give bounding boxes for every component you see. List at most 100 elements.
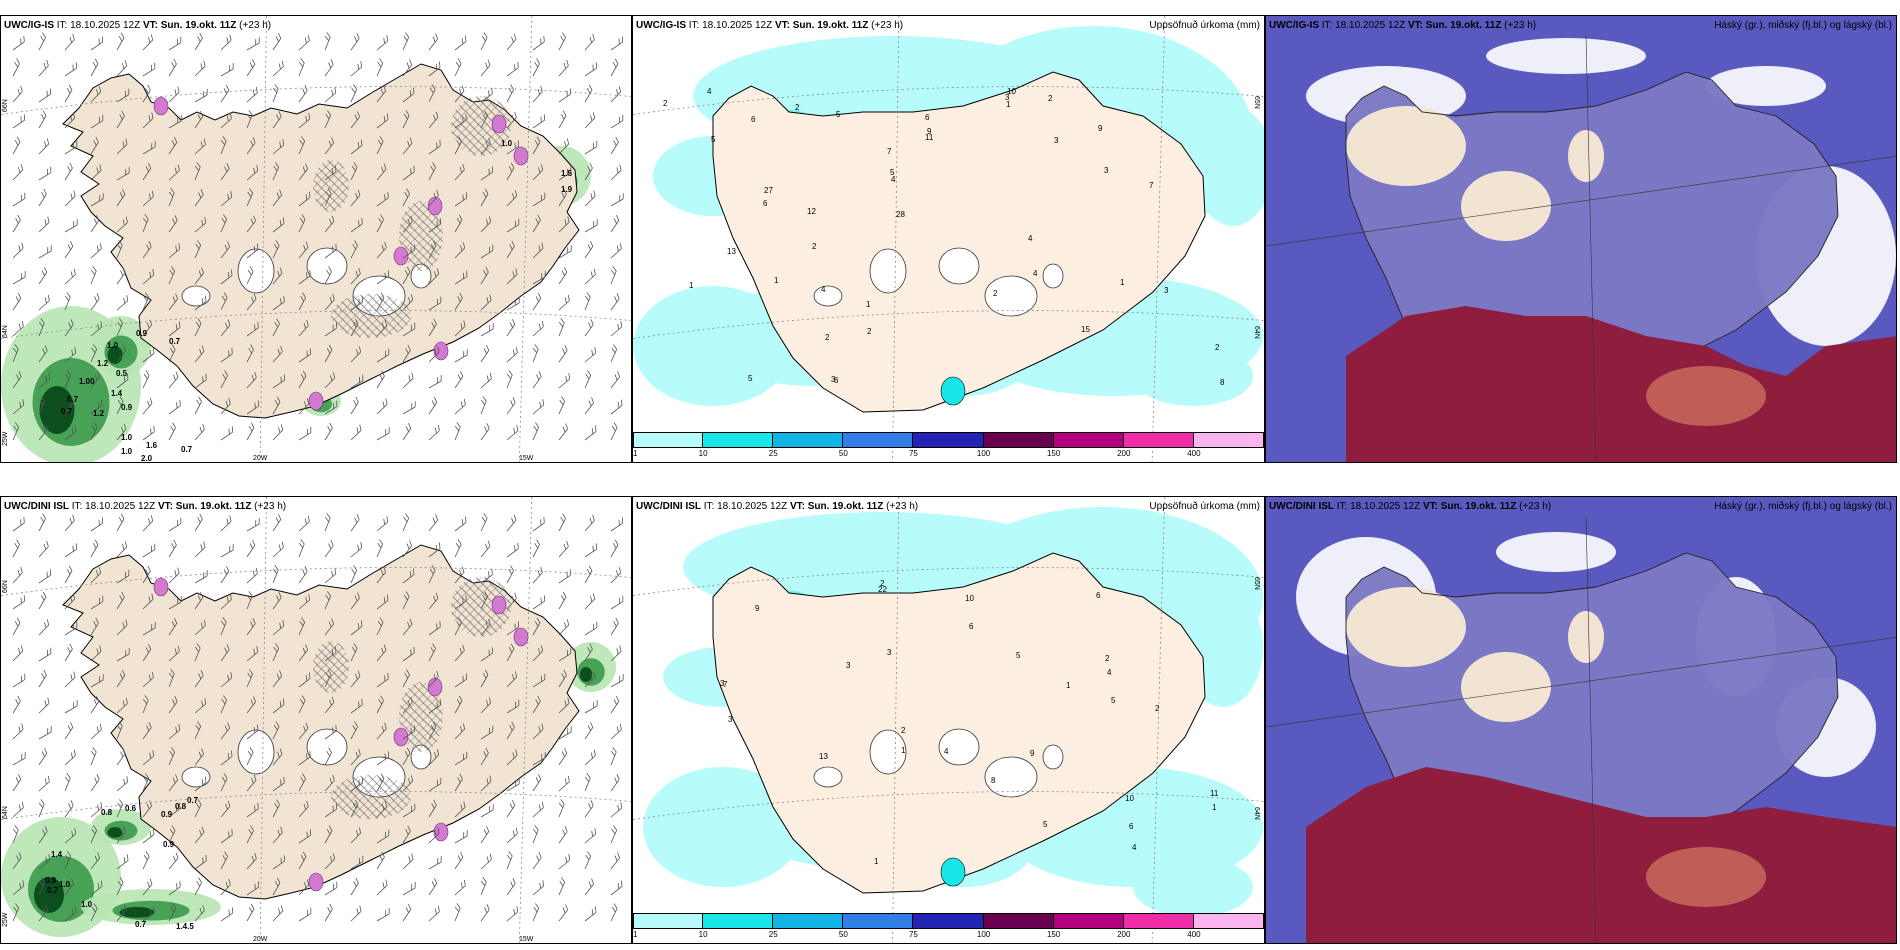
wind-value-label: 1.9 xyxy=(561,185,573,194)
precip-value-label: 11 xyxy=(925,133,934,142)
precip-value-label: 10 xyxy=(1007,87,1016,96)
lat-label: 66N xyxy=(2,580,9,593)
precip-value-label: 2 xyxy=(825,333,830,342)
precip-value-label: 5 xyxy=(1111,696,1116,705)
wind-value-label: 1.4 xyxy=(111,389,123,398)
precip-value-label: 1 xyxy=(774,276,779,285)
panel-header: UWC/DINI ISL IT: 18.10.2025 12Z VT: Sun.… xyxy=(1269,501,1552,512)
colorbar-segment xyxy=(633,913,704,929)
wind-value-label: 0.9 xyxy=(121,403,133,412)
colorbar-tick: 50 xyxy=(838,449,848,458)
precip-value-label: 7 xyxy=(1149,181,1154,190)
colorbar-tick: 25 xyxy=(768,449,778,458)
wind-value-label: 2.0 xyxy=(141,454,153,463)
precip-value-label: 4 xyxy=(1028,234,1033,243)
colorbar-frame xyxy=(633,913,1264,929)
colorbar-tick: 50 xyxy=(838,930,848,939)
precip-value-label: 1 xyxy=(1066,681,1071,690)
colorbar-segment xyxy=(703,432,774,448)
precip-value-label: 4 xyxy=(891,175,896,184)
wind-value-label: 0.7 xyxy=(169,337,181,346)
precip-value-label: 28 xyxy=(896,210,905,219)
colorbar-tick: 10 xyxy=(698,449,708,458)
precip-title: Uppsöfnuð úrkoma (mm) xyxy=(1149,20,1260,31)
colorbar-segment xyxy=(773,432,844,448)
precip-value-label: 5 xyxy=(836,110,841,119)
cloud-panel-bottom: UWC/DINI ISL IT: 18.10.2025 12Z VT: Sun.… xyxy=(1265,496,1897,944)
wind-value-label: 0.9 xyxy=(136,329,148,338)
precip-value-label: 3 xyxy=(1054,136,1059,145)
colorbar-segment xyxy=(1123,913,1194,929)
lat-label: 66N xyxy=(2,99,9,112)
wind-value-label: 0.9 xyxy=(163,840,175,849)
cloud-map-bottom xyxy=(1266,497,1896,943)
precip-value-label: 9 xyxy=(1030,749,1035,758)
lat-label: 64N xyxy=(1253,326,1260,339)
wind-value-label: 1.0 xyxy=(107,341,119,350)
precip-value-label: 1 xyxy=(866,300,871,309)
colorbar-segment xyxy=(633,432,704,448)
wind-value-label: 1.0 xyxy=(59,880,71,889)
colorbar-segment xyxy=(983,913,1054,929)
precip-value-label: 2 xyxy=(663,99,668,108)
colorbar-segment xyxy=(1053,432,1124,448)
precip-value-label: 11 xyxy=(1210,789,1219,798)
precip-value-label: 13 xyxy=(727,247,736,256)
precip-value-label: 3 xyxy=(1005,93,1010,102)
precip-value-label: 12 xyxy=(807,207,816,216)
precip-value-label: 1 xyxy=(1120,278,1125,287)
colorbar-segment xyxy=(1123,432,1194,448)
lat-label: 64N xyxy=(2,806,9,819)
colorbar-segment xyxy=(983,432,1054,448)
panel-header: UWC/IG-IS IT: 18.10.2025 12Z VT: Sun. 19… xyxy=(636,20,904,31)
precip-value-label: 4 xyxy=(1033,269,1038,278)
lat-label: 65N xyxy=(1253,96,1260,109)
colorbar-segment xyxy=(1053,913,1124,929)
precip-value-label: 3 xyxy=(1164,286,1169,295)
colorbar-segment xyxy=(843,913,914,929)
precip-value-label: 7 xyxy=(887,147,892,156)
precip-colorbar: 1 10 25 50 75 100 150 200 400 xyxy=(633,432,1264,460)
wind-value-label: 1.5 xyxy=(561,169,573,178)
wind-value-label: 0.8 xyxy=(175,802,187,811)
precip-value-label: 2 xyxy=(1048,94,1053,103)
precip-value-label: 3 xyxy=(831,375,836,384)
precip-value-label: 2 xyxy=(1215,343,1220,352)
precip-value-label: 4 xyxy=(821,285,826,294)
lat-label: 64N xyxy=(1253,807,1260,820)
precip-value-label: 2 xyxy=(867,327,872,336)
lon-label: 25W xyxy=(2,912,9,927)
precip-value-label: 4 xyxy=(1132,843,1137,852)
wind-value-label: 1.00 xyxy=(79,377,95,386)
precip-value-label: 1 xyxy=(689,281,694,290)
lon-label: 20W xyxy=(253,936,268,943)
colorbar-segment xyxy=(913,432,984,448)
colorbar-tick: 200 xyxy=(1117,449,1131,458)
precip-value-label: 2 xyxy=(880,579,885,588)
lat-label: 64N xyxy=(2,325,9,338)
panel-header: UWC/DINI ISL IT: 18.10.2025 12Z VT: Sun.… xyxy=(636,501,919,512)
precip-value-label: 1 xyxy=(874,857,879,866)
precip-value-label: 1 xyxy=(1212,803,1217,812)
precip-value-label: 6 xyxy=(834,376,839,385)
colorbar-tick: 100 xyxy=(976,930,991,939)
precip-value-label: 8 xyxy=(991,776,996,785)
lon-label: 20W xyxy=(253,455,268,462)
wind-value-label: 0.7 xyxy=(187,796,199,805)
precip-value-label: 6 xyxy=(763,199,768,208)
precip-value-label: 2 xyxy=(812,242,817,251)
precip-value-label: 5 xyxy=(890,168,895,177)
precip-value-label: 5 xyxy=(711,135,716,144)
colorbar-segment xyxy=(773,913,844,929)
wind-value-label: 0.9 xyxy=(45,876,57,885)
colorbar-tick: 400 xyxy=(1187,449,1201,458)
colorbar-tick: 1 xyxy=(633,930,638,939)
panel-header: UWC/IG-IS IT: 18.10.2025 12Z VT: Sun. 19… xyxy=(1269,20,1537,31)
precip-value-label: 2 xyxy=(795,103,800,112)
precip-value-label: 2 xyxy=(1105,654,1110,663)
wind-panel-top: 66N 64N 25W 20W 15W 0.9 0.7 1.0 1.2 1.00 0.5 0.7 0.9… xyxy=(0,15,632,463)
precip-value-label: 4 xyxy=(944,747,949,756)
precip-value-label: 9 xyxy=(1098,124,1103,133)
precip-value-label: 3 xyxy=(1104,166,1109,175)
